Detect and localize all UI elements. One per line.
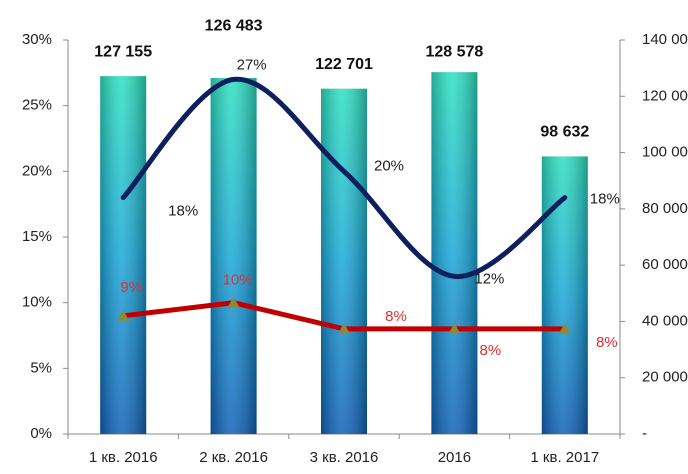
point-label: 9% [120, 279, 142, 296]
y2-tick-label: 120 000 [642, 87, 688, 104]
y-tick-label: 0% [30, 425, 52, 442]
marker [117, 309, 130, 321]
bar-label: 98 632 [540, 124, 589, 141]
x-tick-label: 2016 [438, 449, 471, 466]
bar-shade [541, 156, 588, 434]
x-tick-label: 1 кв. 2017 [530, 449, 599, 466]
marker [227, 296, 240, 308]
y-tick-label: 10% [22, 294, 52, 311]
point-label: 12% [474, 270, 504, 287]
y2-tick-label: 20 000 [642, 369, 688, 386]
point-label: 18% [168, 203, 198, 220]
point-label: 10% [223, 272, 253, 289]
x-tick-label: 2 кв. 2016 [199, 449, 268, 466]
y2-tick-label: 80 000 [642, 200, 688, 217]
y-tick-label: 15% [22, 228, 52, 245]
y2-tick-label: - [642, 425, 647, 442]
marker [558, 322, 571, 334]
point-label: 20% [374, 157, 404, 174]
bar-shade [100, 76, 147, 434]
x-tick-label: 1 кв. 2016 [89, 449, 158, 466]
y-tick-label: 20% [22, 162, 52, 179]
y2-tick-label: 100 000 [642, 144, 688, 161]
y-tick-label: 5% [30, 359, 52, 376]
point-label: 27% [237, 56, 267, 73]
y2-tick-label: 60 000 [642, 256, 688, 273]
x-tick-label: 3 кв. 2016 [310, 449, 379, 466]
bar-shade [321, 88, 367, 434]
point-label: 18% [590, 191, 620, 208]
marker [448, 322, 461, 334]
bar-label: 127 155 [94, 43, 152, 60]
y2-tick-label: 40 000 [642, 312, 688, 329]
point-label: 8% [596, 334, 618, 351]
bar-shade [210, 78, 257, 434]
bar-label: 128 578 [425, 43, 483, 60]
y2-tick-label: 140 000 [642, 31, 688, 48]
marker [338, 322, 350, 334]
point-label: 8% [480, 342, 502, 359]
bar-shade [431, 72, 478, 434]
y-tick-label: 30% [22, 31, 52, 48]
point-label: 8% [385, 308, 407, 325]
y-tick-label: 25% [22, 97, 52, 114]
line [120, 76, 568, 279]
bar-label: 122 701 [315, 56, 373, 73]
bar-label: 126 483 [205, 17, 263, 34]
